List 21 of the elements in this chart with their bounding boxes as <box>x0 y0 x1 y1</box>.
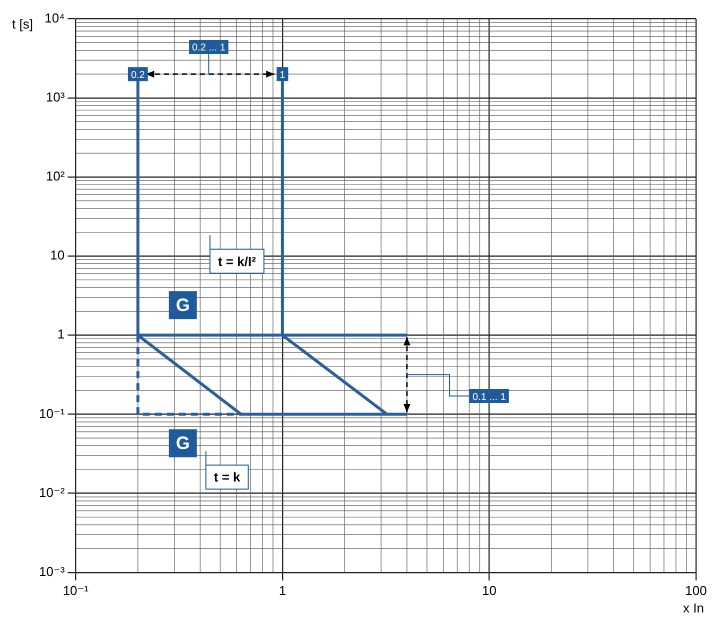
x-tick-label: 100 <box>685 582 707 598</box>
y-tick-label: 10 <box>50 248 65 263</box>
y-tick-label: 10⁻¹ <box>38 406 66 421</box>
x-tick-label: 1 <box>278 582 286 598</box>
x-tick-label: 10⁻¹ <box>62 582 90 598</box>
annotation: G <box>176 433 190 454</box>
annotation: t = k/I² <box>218 254 257 269</box>
annotation: 1 <box>280 70 286 81</box>
y-tick-label: 10⁻³ <box>38 564 66 579</box>
y-tick-label: 10² <box>46 168 66 184</box>
x-tick-label: 10 <box>482 582 496 598</box>
y-tick-label: 10⁻² <box>38 484 66 500</box>
x-axis-title: x In <box>683 600 704 616</box>
annotation: G <box>176 295 190 316</box>
annotation: t = k <box>214 470 242 485</box>
annotation: 0.1 ... 1 <box>472 392 506 403</box>
y-tick-label: 10³ <box>46 89 66 104</box>
annotation: 0.2 ... 1 <box>192 42 226 54</box>
y-tick-label: 10⁴ <box>44 10 65 26</box>
y-tick-label: 1 <box>57 326 65 342</box>
y-axis-title: t [s] <box>12 16 33 32</box>
